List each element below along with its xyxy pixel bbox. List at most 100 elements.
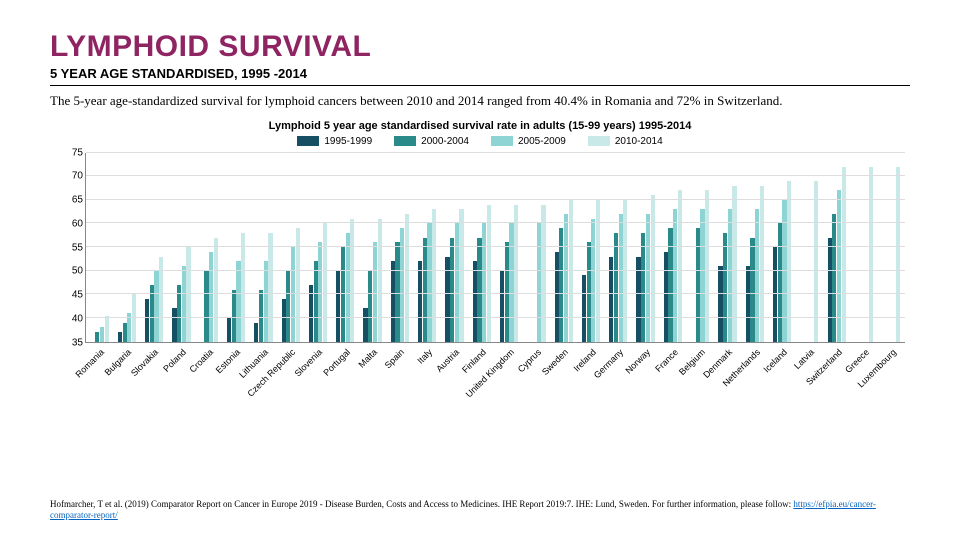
bar bbox=[95, 332, 99, 341]
bar bbox=[582, 275, 586, 341]
bar bbox=[172, 308, 176, 341]
bar bbox=[455, 223, 459, 341]
page-subtitle: 5 YEAR AGE STANDARDISED, 1995 -2014 bbox=[50, 66, 910, 86]
x-label: United Kingdom bbox=[495, 343, 522, 413]
y-axis: 354045505560657075 bbox=[55, 153, 83, 343]
bar bbox=[673, 209, 677, 341]
bar bbox=[314, 261, 318, 341]
legend-swatch bbox=[588, 136, 610, 146]
country-bar-group bbox=[195, 153, 222, 342]
bar bbox=[423, 238, 427, 342]
bar bbox=[641, 233, 645, 342]
x-label: Romania bbox=[85, 343, 112, 413]
bar bbox=[236, 261, 240, 341]
x-label: Iceland bbox=[768, 343, 795, 413]
gridline bbox=[86, 270, 905, 271]
chart-title: Lymphoid 5 year age standardised surviva… bbox=[50, 120, 910, 132]
country-bar-group bbox=[605, 153, 632, 342]
bar bbox=[341, 247, 345, 342]
x-label: Slovenia bbox=[304, 343, 331, 413]
country-bar-group bbox=[714, 153, 741, 342]
bar bbox=[186, 247, 190, 342]
bar bbox=[664, 252, 668, 342]
country-bar-group bbox=[495, 153, 522, 342]
country-bar-group bbox=[796, 153, 823, 342]
bar bbox=[241, 233, 245, 342]
bar bbox=[232, 290, 236, 342]
bar bbox=[896, 167, 900, 342]
plot bbox=[85, 153, 905, 343]
bar bbox=[268, 233, 272, 342]
bar bbox=[732, 186, 736, 342]
bar bbox=[487, 205, 491, 342]
bar bbox=[459, 209, 463, 341]
bar bbox=[100, 327, 104, 341]
country-bar-group bbox=[741, 153, 768, 342]
country-bar-group bbox=[386, 153, 413, 342]
country-bar-group bbox=[850, 153, 877, 342]
gridline bbox=[86, 293, 905, 294]
bar bbox=[154, 271, 158, 342]
gridline bbox=[86, 222, 905, 223]
bar bbox=[755, 209, 759, 341]
bar bbox=[473, 261, 477, 341]
legend-swatch bbox=[297, 136, 319, 146]
country-bar-group bbox=[768, 153, 795, 342]
country-bar-group bbox=[414, 153, 441, 342]
bar bbox=[418, 261, 422, 341]
bar bbox=[373, 242, 377, 341]
bar bbox=[778, 223, 782, 341]
bar bbox=[591, 219, 595, 342]
x-label: Poland bbox=[167, 343, 194, 413]
bar bbox=[750, 238, 754, 342]
bar bbox=[537, 223, 541, 341]
legend-label: 2010-2014 bbox=[615, 136, 663, 147]
page-title: LYMPHOID SURVIVAL bbox=[50, 30, 910, 64]
y-tick-label: 55 bbox=[57, 242, 83, 253]
x-label: Croatia bbox=[194, 343, 221, 413]
bar bbox=[842, 167, 846, 342]
bar bbox=[132, 294, 136, 341]
country-bar-group bbox=[222, 153, 249, 342]
chart-container: Lymphoid 5 year age standardised surviva… bbox=[50, 120, 910, 413]
bar bbox=[723, 233, 727, 342]
bar bbox=[482, 223, 486, 341]
country-bar-group bbox=[359, 153, 386, 342]
bar bbox=[123, 323, 127, 342]
country-bar-group bbox=[86, 153, 113, 342]
bar bbox=[145, 299, 149, 342]
chart-legend: 1995-19992000-20042005-20092010-2014 bbox=[50, 136, 910, 147]
country-bar-group bbox=[141, 153, 168, 342]
y-tick-label: 35 bbox=[57, 337, 83, 348]
bar bbox=[509, 223, 513, 341]
bar bbox=[746, 266, 750, 342]
x-label-text: Malta bbox=[356, 347, 379, 370]
country-bar-group bbox=[878, 153, 905, 342]
bar bbox=[596, 200, 600, 342]
bar bbox=[828, 238, 832, 342]
legend-swatch bbox=[394, 136, 416, 146]
bar bbox=[541, 205, 545, 342]
country-bar-group bbox=[687, 153, 714, 342]
y-tick-label: 60 bbox=[57, 218, 83, 229]
bar bbox=[773, 247, 777, 342]
legend-item: 2005-2009 bbox=[491, 136, 566, 147]
bar bbox=[209, 252, 213, 342]
bar bbox=[368, 271, 372, 342]
bar bbox=[555, 252, 559, 342]
y-tick-label: 70 bbox=[57, 171, 83, 182]
y-tick-label: 45 bbox=[57, 290, 83, 301]
bar bbox=[718, 266, 722, 342]
country-bar-group bbox=[168, 153, 195, 342]
bar bbox=[363, 308, 367, 341]
x-label: Italy bbox=[413, 343, 440, 413]
bar bbox=[286, 271, 290, 342]
bar bbox=[391, 261, 395, 341]
description-text: The 5-year age-standardized survival for… bbox=[50, 92, 910, 110]
country-bar-group bbox=[277, 153, 304, 342]
bar bbox=[623, 200, 627, 342]
gridline bbox=[86, 175, 905, 176]
bar bbox=[700, 209, 704, 341]
x-label: Malta bbox=[358, 343, 385, 413]
legend-label: 2000-2004 bbox=[421, 136, 469, 147]
